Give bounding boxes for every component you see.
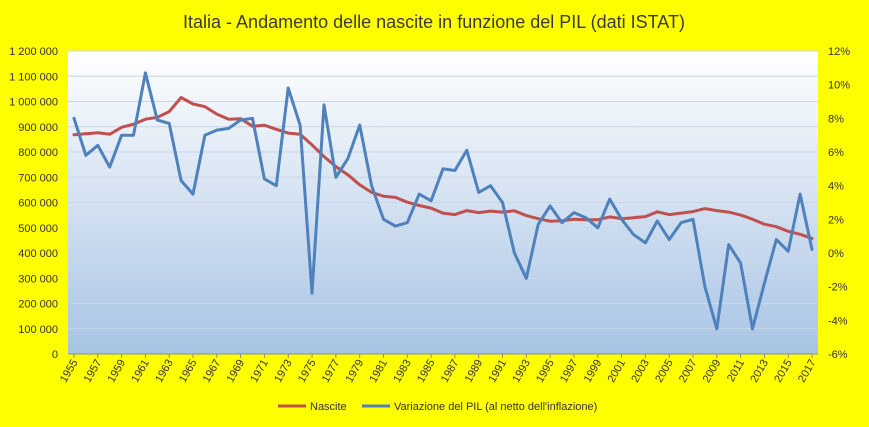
y-left-tick-label: 900 000 — [18, 122, 58, 134]
x-tick-label: 1985 — [415, 358, 438, 385]
x-tick-label: 1969 — [225, 358, 248, 385]
y-left-tick-label: 300 000 — [18, 273, 58, 285]
y-left-tick-label: 200 000 — [18, 299, 58, 311]
x-tick-label: 1971 — [248, 358, 271, 385]
x-tick-label: 1977 — [320, 358, 343, 385]
grid — [68, 50, 818, 355]
x-tick-label: 1983 — [391, 358, 414, 385]
y-left-tick-label: 1 100 000 — [9, 71, 58, 83]
x-tick-label: 1993 — [510, 358, 533, 385]
y-right-tick-label: 8% — [828, 113, 844, 125]
x-tick-label: 1991 — [486, 358, 509, 385]
x-tick-label: 1981 — [367, 358, 390, 385]
x-tick-label: 2005 — [653, 358, 676, 385]
y-right-tick-label: 10% — [828, 80, 850, 92]
x-tick-label: 1963 — [153, 358, 176, 385]
y-left-tick-label: 100 000 — [18, 324, 58, 336]
y-left-tick-label: 400 000 — [18, 248, 58, 260]
series-line-pil — [72, 71, 814, 331]
x-tick-label: 1995 — [534, 358, 557, 385]
y-right-tick-label: 6% — [828, 147, 844, 159]
y-right-tick-label: 12% — [828, 46, 850, 58]
y-right-tick-label: 0% — [828, 248, 844, 260]
x-tick-label: 2003 — [629, 358, 652, 385]
x-tick-label: 2007 — [677, 358, 700, 385]
x-tick-label: 1959 — [106, 358, 129, 385]
x-tick-label: 1965 — [177, 358, 200, 385]
y-left-tick-label: 600 000 — [18, 198, 58, 210]
y-right-tick-label: 4% — [828, 181, 844, 193]
x-tick-label: 1999 — [582, 358, 605, 385]
y-left-tick-label: 700 000 — [18, 172, 58, 184]
legend: Nascite Variazione del PIL (al netto del… — [278, 401, 597, 413]
y-right-tick-label: -6% — [828, 349, 848, 361]
y-right-tick-label: 2% — [828, 214, 844, 226]
x-tick-label: 1997 — [558, 358, 581, 385]
y-right-tick-label: -4% — [828, 315, 848, 327]
x-tick-label: 2011 — [725, 358, 747, 384]
x-tick-label: 1987 — [439, 358, 462, 385]
x-tick-label: 2017 — [796, 358, 819, 385]
x-tick-label: 2015 — [772, 358, 795, 385]
x-tick-label: 1957 — [82, 358, 105, 385]
y-left-tick-label: 800 000 — [18, 147, 58, 159]
x-tick-label: 1989 — [463, 358, 486, 385]
legend-label-nascite: Nascite — [310, 401, 347, 413]
x-tick-label: 1975 — [296, 358, 319, 385]
x-tick-label: 2013 — [748, 358, 771, 385]
x-tick-label: 1955 — [58, 358, 81, 385]
series — [72, 71, 814, 331]
x-tick-label: 1967 — [201, 358, 224, 385]
x-tick-label: 1979 — [344, 358, 367, 385]
chart-title: Italia - Andamento delle nascite in funz… — [183, 12, 685, 32]
x-tick-label: 1961 — [129, 358, 152, 385]
legend-label-pil: Variazione del PIL (al netto dell'inflaz… — [394, 401, 597, 413]
x-tick-label: 2009 — [701, 358, 724, 385]
y-left-tick-label: 0 — [52, 349, 58, 361]
series-line-nascite — [72, 96, 814, 240]
y-left-tick-label: 1 200 000 — [9, 46, 58, 58]
x-tick-label: 1973 — [272, 358, 295, 385]
y-right-tick-label: -2% — [828, 282, 848, 294]
y-left-tick-label: 1 000 000 — [9, 97, 58, 109]
x-tick-label: 2001 — [606, 358, 629, 385]
y-left-tick-label: 500 000 — [18, 223, 58, 235]
